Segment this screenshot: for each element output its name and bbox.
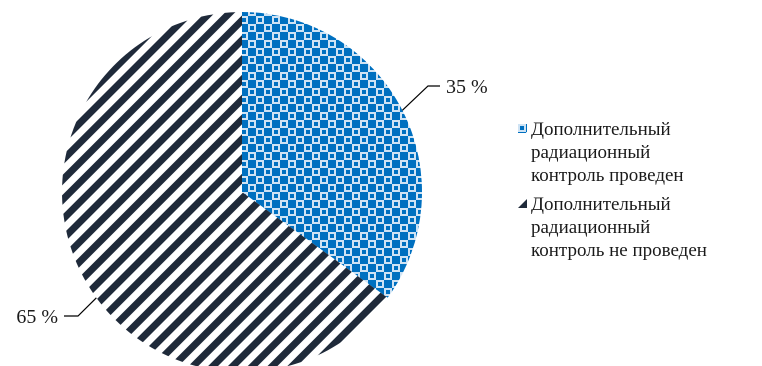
pie-slice-not-conducted xyxy=(62,12,388,366)
legend-label-not-conducted: Дополнительный радиационный контроль не … xyxy=(531,194,707,261)
legend-item-not-conducted: Дополнительный радиационный контроль не … xyxy=(518,193,758,262)
legend-swatch-not-conducted xyxy=(518,199,527,208)
pie-slice-conducted xyxy=(242,12,422,298)
legend-label-conducted: Дополнительный радиационный контроль про… xyxy=(531,119,684,186)
legend: Дополнительный радиационный контроль про… xyxy=(518,118,758,268)
legend-swatch-conducted xyxy=(518,124,527,133)
leader-line xyxy=(64,297,97,317)
data-label: 65 % xyxy=(16,306,58,328)
data-label: 35 % xyxy=(446,76,488,98)
legend-item-conducted: Дополнительный радиационный контроль про… xyxy=(518,118,758,187)
leader-line xyxy=(401,85,440,111)
